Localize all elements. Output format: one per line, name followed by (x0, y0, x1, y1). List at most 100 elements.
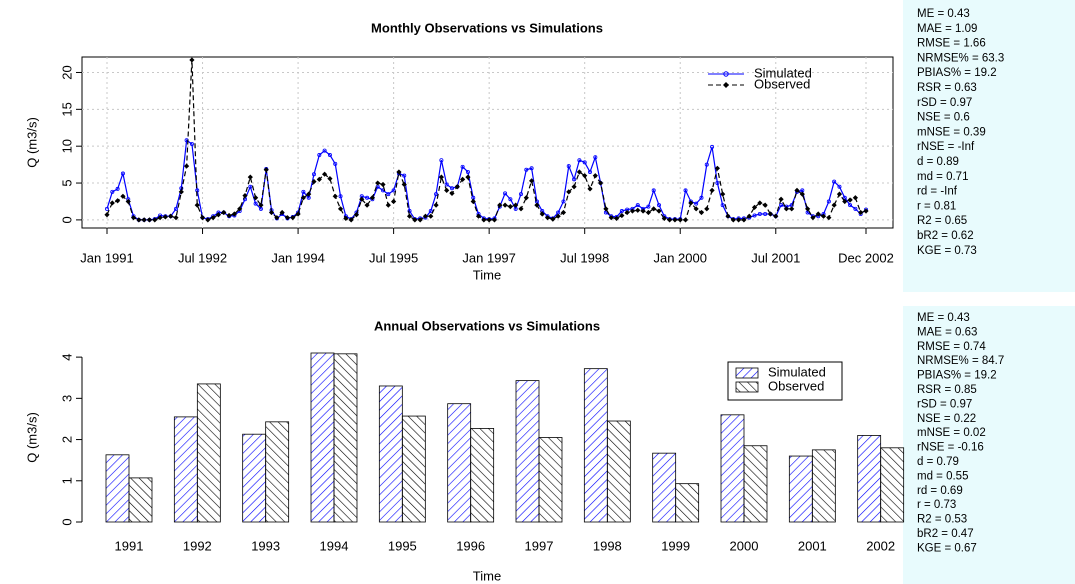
point (157, 215, 163, 221)
point (327, 176, 333, 182)
stat-line: r = 0.81 (917, 200, 956, 212)
point (391, 188, 396, 193)
point (168, 213, 174, 219)
point (720, 203, 725, 208)
point (385, 202, 391, 208)
stat-line: RSR = 0.63 (917, 82, 977, 94)
stat-line: mNSE = 0.39 (917, 126, 986, 138)
legend-marker (723, 82, 729, 88)
point (539, 211, 545, 217)
legend-label: Observed (768, 378, 824, 393)
point (401, 181, 407, 188)
point (348, 217, 354, 223)
point (274, 215, 280, 221)
point (332, 193, 338, 199)
point (417, 217, 423, 223)
point (369, 195, 375, 201)
stat-line: NRMSE% = 84.7 (917, 355, 1004, 367)
point (773, 213, 779, 219)
point (524, 167, 529, 172)
point (767, 211, 774, 217)
stat-line: mNSE = 0.02 (917, 427, 986, 439)
point (120, 171, 125, 176)
bar (310, 352, 335, 523)
point (646, 204, 651, 209)
point (651, 206, 657, 212)
x-tick-label: Jan 1994 (271, 250, 325, 265)
x-tick-label: Jul 1992 (178, 250, 227, 265)
point (141, 217, 147, 223)
x-tick-label: 1996 (456, 538, 485, 553)
point (449, 190, 455, 196)
point (693, 206, 699, 212)
y-tick-label: 4 (59, 354, 74, 361)
point (433, 202, 439, 208)
y-tick-label: 1 (59, 477, 74, 484)
legend-marker (723, 71, 729, 77)
point (253, 195, 259, 201)
point (619, 209, 624, 214)
point (327, 153, 332, 158)
point (544, 215, 551, 221)
point (779, 203, 784, 208)
point (826, 199, 831, 204)
point (762, 202, 768, 208)
point (603, 206, 609, 212)
y-tick-label: 5 (59, 179, 74, 186)
point (316, 176, 322, 182)
point (449, 186, 454, 191)
stat-line: bR2 = 0.47 (917, 528, 974, 540)
point (645, 209, 651, 216)
point (460, 164, 465, 169)
point (682, 217, 689, 223)
point (683, 188, 688, 193)
point (295, 211, 301, 217)
point (491, 217, 498, 223)
stat-line: R2 = 0.53 (917, 514, 967, 526)
stat-line: MAE = 0.63 (917, 326, 977, 338)
point (598, 180, 604, 186)
x-tick-label: 1991 (115, 538, 144, 553)
point (481, 217, 487, 223)
stat-line: rd = 0.69 (917, 485, 963, 497)
series-line (106, 59, 867, 221)
point (375, 180, 381, 186)
point (624, 209, 630, 216)
point (613, 215, 620, 222)
point (300, 195, 306, 201)
point (582, 173, 588, 179)
point (248, 184, 253, 189)
point (592, 173, 598, 179)
stat-line: rSD = 0.97 (917, 97, 972, 109)
point (837, 184, 842, 189)
point (130, 215, 137, 221)
point (694, 201, 699, 206)
x-tick-label: 2000 (730, 538, 759, 553)
point (428, 213, 434, 219)
point (704, 206, 710, 212)
point (619, 212, 625, 219)
point (577, 158, 582, 163)
point (667, 217, 673, 223)
point (555, 213, 561, 219)
point (109, 200, 115, 206)
point (322, 148, 327, 153)
stat-line: md = 0.55 (917, 470, 968, 482)
point (365, 195, 370, 200)
point (412, 217, 418, 223)
point (842, 198, 848, 205)
bar (720, 414, 745, 523)
point (162, 214, 168, 220)
y-tick-label: 0 (59, 216, 74, 223)
point (402, 173, 407, 178)
point (863, 208, 869, 214)
point (566, 189, 572, 195)
point (751, 204, 758, 210)
point (810, 215, 816, 221)
stat-line: ME = 0.43 (917, 312, 970, 324)
point (852, 195, 858, 201)
point (651, 188, 656, 193)
stat-line: rNSE = -0.16 (917, 442, 984, 454)
stat-line: KGE = 0.73 (917, 245, 977, 257)
stat-line: NSE = 0.6 (917, 112, 970, 124)
